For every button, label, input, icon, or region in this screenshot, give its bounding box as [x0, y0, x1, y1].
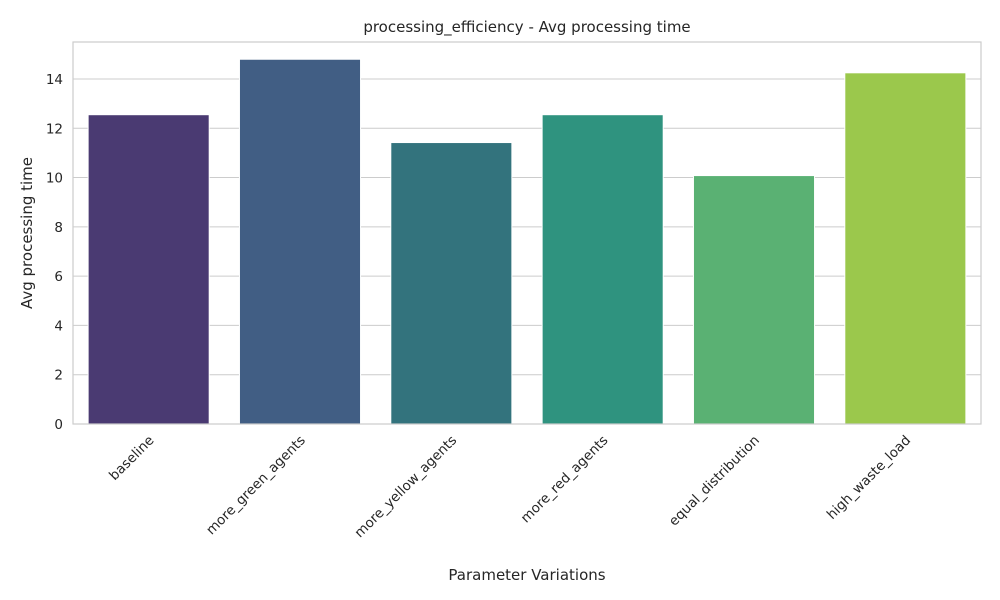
- x-tick-labels: baseline more_green_agents more_yellow_age…: [106, 433, 914, 542]
- x-tick-label: more_red_agents: [518, 433, 612, 527]
- y-tick-label: 14: [46, 72, 63, 88]
- y-tick-label: 12: [46, 121, 63, 137]
- y-tick-label: 6: [54, 269, 63, 285]
- bar-more-green-agents: [238, 58, 362, 425]
- bar-more-red-agents: [541, 114, 664, 425]
- x-tick-label: more_yellow_agents: [352, 433, 461, 542]
- gridlines: [73, 78, 981, 425]
- y-tick-label: 0: [54, 417, 63, 433]
- bar-high-waste-load: [844, 72, 967, 425]
- x-axis-label: Parameter Variations: [448, 566, 605, 584]
- x-tick-label: more_green_agents: [203, 433, 309, 539]
- y-tick-label: 8: [54, 220, 63, 236]
- chart-title: processing_efficiency - Avg processing t…: [363, 18, 690, 37]
- x-tick-label: high_waste_load: [824, 433, 914, 523]
- bars: [87, 58, 967, 425]
- plot-frame: [72, 41, 982, 425]
- x-tick-label: equal_distribution: [666, 433, 763, 530]
- y-tick-label: 4: [54, 318, 63, 334]
- x-tick-label: baseline: [106, 433, 157, 484]
- bar-more-yellow-agents: [390, 142, 513, 425]
- bar-equal-distribution: [692, 175, 816, 425]
- y-tick-label: 2: [54, 368, 63, 384]
- y-tick-label: 10: [46, 171, 63, 187]
- bar-baseline: [87, 114, 210, 425]
- y-tick-labels: 0 2 4 6 8 10 12 14: [46, 72, 63, 433]
- y-axis-label: Avg processing time: [18, 157, 36, 309]
